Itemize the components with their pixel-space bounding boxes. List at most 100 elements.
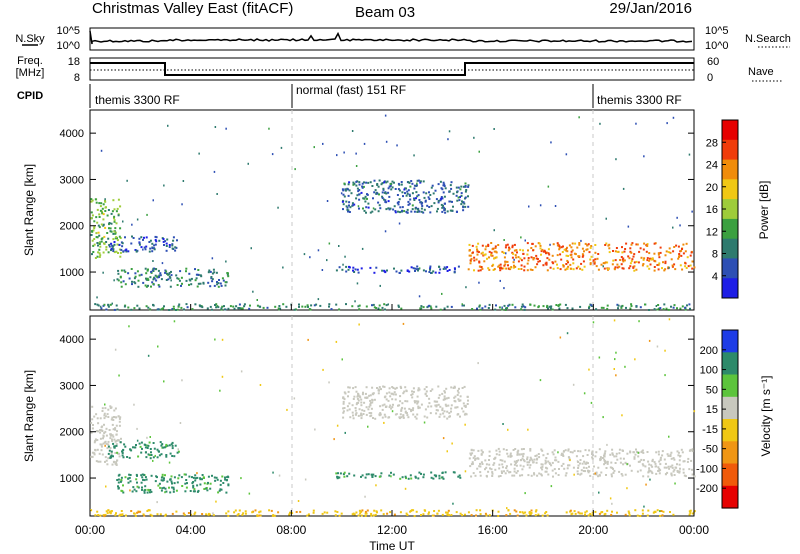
- echo-cell: [547, 460, 550, 463]
- echo-cell: [647, 470, 650, 473]
- echo-cell: [380, 388, 382, 391]
- echo-cell: [441, 206, 444, 209]
- echo-cell: [357, 514, 360, 517]
- echo-cell: [293, 397, 296, 400]
- echo-cell: [467, 399, 469, 402]
- echo-cell: [277, 511, 280, 514]
- echo-cell: [233, 307, 236, 310]
- echo-cell: [406, 190, 409, 193]
- echo-cell: [653, 461, 656, 464]
- echo-cell: [540, 474, 543, 477]
- echo-cell: [595, 451, 598, 454]
- echo-cell: [384, 395, 387, 398]
- echo-cell: [641, 264, 644, 267]
- echo-cell: [278, 305, 281, 307]
- nave-label: Nave: [748, 66, 774, 78]
- echo-cell: [96, 510, 99, 513]
- echo-cell: [592, 473, 595, 476]
- echo-cell: [576, 246, 579, 249]
- echo-cell: [530, 247, 533, 249]
- echo-cell: [362, 207, 364, 210]
- echo-cell: [113, 416, 115, 418]
- echo-cell: [427, 405, 430, 408]
- echo-cell: [333, 438, 335, 441]
- echo-cell: [369, 266, 372, 269]
- echo-cell: [104, 403, 106, 406]
- echo-cell: [170, 443, 173, 446]
- echo-cell: [165, 279, 168, 281]
- echo-cell: [515, 256, 518, 259]
- echo-cell: [522, 455, 525, 458]
- echo-cell: [129, 448, 132, 451]
- echo-cell: [356, 397, 359, 400]
- echo-cell: [360, 401, 363, 404]
- echo-cell: [378, 179, 381, 182]
- echo-cell: [612, 250, 614, 252]
- echo-cell: [494, 468, 497, 471]
- echo-cell: [494, 457, 496, 460]
- echo-cell: [398, 271, 401, 274]
- echo-cell: [552, 262, 555, 265]
- echo-cell: [615, 158, 617, 161]
- echo-cell: [148, 441, 151, 444]
- echo-cell: [133, 446, 136, 449]
- echo-cell: [514, 254, 517, 257]
- echo-cell: [574, 512, 577, 515]
- echo-cell: [526, 262, 529, 265]
- echo-cell: [485, 514, 488, 517]
- echo-cell: [309, 256, 311, 259]
- echo-cell: [593, 465, 595, 468]
- echo-cell: [416, 210, 419, 213]
- echo-cell: [612, 259, 615, 262]
- echo-cell: [577, 511, 580, 514]
- echo-cell: [415, 417, 418, 420]
- echo-cell: [509, 471, 512, 474]
- echo-cell: [448, 269, 451, 271]
- echo-cell: [363, 181, 365, 184]
- echo-cell: [595, 471, 598, 474]
- echo-cell: [350, 192, 353, 195]
- echo-cell: [670, 451, 673, 454]
- echo-cell: [291, 512, 294, 515]
- echo-cell: [458, 199, 461, 202]
- echo-cell: [140, 246, 143, 249]
- echo-cell: [357, 399, 360, 402]
- echo-cell: [488, 256, 490, 259]
- echo-cell: [171, 244, 174, 247]
- echo-cell: [433, 202, 436, 205]
- echo-cell: [673, 263, 676, 266]
- echo-cell: [105, 427, 108, 430]
- echo-cell: [490, 468, 493, 471]
- echo-cell: [668, 435, 670, 438]
- nave-right-tick-top: 60: [707, 56, 719, 68]
- echo-cell: [529, 464, 532, 467]
- echo-cell: [562, 450, 565, 453]
- echo-cell: [364, 495, 366, 498]
- echo-cell: [336, 154, 338, 157]
- echo-cell: [163, 244, 165, 246]
- echo-cell: [479, 513, 482, 516]
- echo-cell: [513, 460, 516, 463]
- echo-cell: [394, 398, 397, 401]
- echo-cell: [91, 427, 94, 430]
- echo-cell: [378, 304, 381, 307]
- echo-cell: [462, 201, 465, 204]
- echo-cell: [479, 471, 482, 474]
- echo-cell: [243, 305, 246, 308]
- echo-cell: [419, 201, 422, 204]
- echo-cell: [129, 480, 132, 483]
- echo-cell: [624, 513, 627, 516]
- echo-cell: [551, 254, 554, 257]
- echo-cell: [144, 284, 147, 287]
- echo-cell: [362, 391, 364, 394]
- echo-cell: [385, 192, 388, 195]
- echo-cell: [361, 182, 364, 185]
- echo-cell: [387, 399, 390, 402]
- echo-cell: [673, 474, 676, 476]
- echo-cell: [558, 246, 561, 249]
- colorbar-cell: [722, 352, 738, 376]
- echo-cell: [91, 451, 94, 454]
- echo-cell: [616, 458, 619, 461]
- echo-cell: [672, 513, 675, 516]
